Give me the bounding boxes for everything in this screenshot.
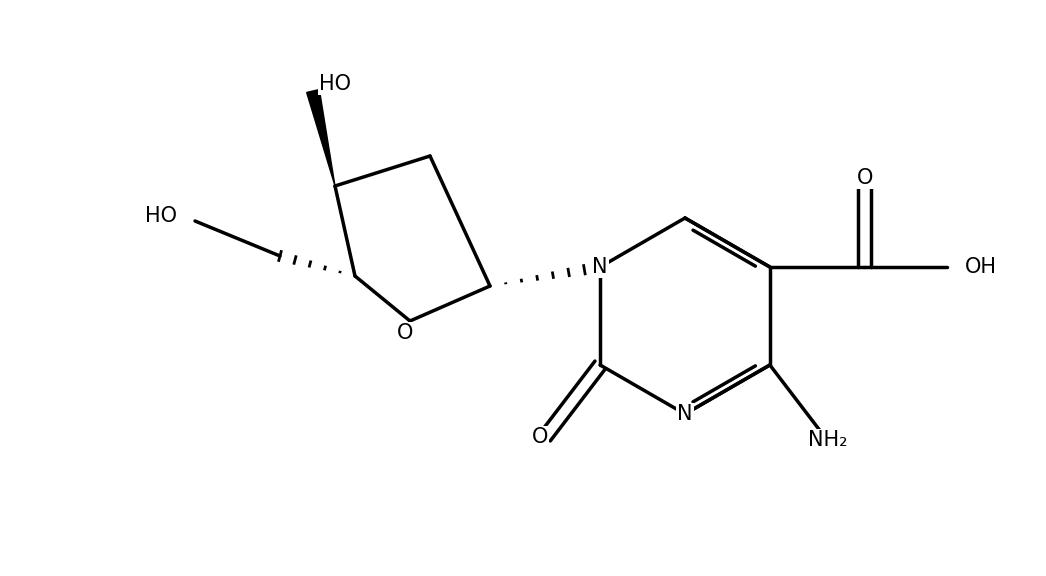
Text: O: O	[532, 427, 548, 447]
Text: N: N	[677, 404, 692, 424]
Text: N: N	[592, 257, 608, 277]
Text: O: O	[857, 168, 873, 188]
Text: OH: OH	[964, 257, 997, 277]
Text: NH₂: NH₂	[809, 430, 847, 450]
Text: HO: HO	[145, 206, 177, 226]
Polygon shape	[306, 89, 335, 186]
Text: O: O	[396, 323, 413, 343]
Text: HO: HO	[319, 74, 351, 94]
